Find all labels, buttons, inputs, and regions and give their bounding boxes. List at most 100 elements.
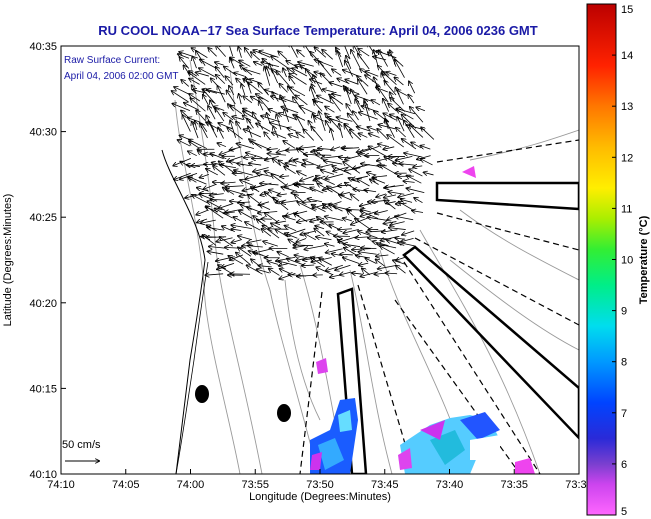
current-vector — [268, 154, 287, 156]
current-vector — [355, 95, 372, 102]
current-vector — [296, 95, 308, 106]
current-vector — [268, 149, 278, 150]
colorbar — [586, 3, 617, 516]
current-vector — [319, 112, 326, 132]
current-vector — [317, 184, 333, 193]
current-vector — [251, 187, 260, 193]
current-vector — [345, 80, 359, 85]
current-vector — [208, 121, 218, 138]
current-vector — [317, 163, 334, 168]
current-vector — [225, 76, 234, 86]
current-vector — [196, 209, 209, 215]
current-vector — [289, 46, 298, 58]
current-vector — [365, 190, 377, 192]
current-vector — [325, 217, 343, 221]
current-vector — [261, 116, 280, 123]
colorbar-tick-label: 13 — [621, 101, 633, 113]
current-vector — [384, 195, 397, 198]
scale-label: 50 cm/s — [62, 439, 101, 451]
current-vector — [279, 113, 298, 121]
current-vector — [365, 75, 380, 87]
current-vector — [367, 127, 377, 131]
current-vector — [172, 104, 191, 112]
current-vector — [296, 238, 307, 243]
current-vector — [200, 174, 210, 177]
current-vector — [323, 89, 334, 92]
current-vector — [208, 48, 217, 57]
current-vector — [241, 84, 246, 96]
current-vector — [376, 255, 389, 256]
x-tick-label: 73:40 — [436, 479, 464, 491]
current-vector — [414, 198, 423, 204]
current-vector — [321, 170, 335, 175]
current-vector — [228, 256, 244, 265]
current-vector — [218, 128, 224, 139]
current-vector — [379, 125, 396, 130]
current-vector — [201, 219, 216, 223]
current-vector — [339, 124, 343, 138]
current-vector — [346, 209, 360, 210]
current-vector — [325, 244, 335, 246]
current-vector — [383, 99, 390, 112]
current-vector — [340, 254, 353, 255]
current-vector — [359, 112, 378, 120]
current-vector — [234, 170, 253, 176]
current-vector — [385, 120, 395, 138]
x-tick-label: 74:00 — [177, 479, 205, 491]
current-vector — [256, 123, 271, 132]
current-vector — [282, 201, 299, 203]
current-vector — [322, 50, 334, 60]
current-vector — [264, 132, 271, 141]
current-vector — [376, 259, 386, 267]
colorbar-tick-label: 15 — [621, 4, 633, 16]
current-vector — [271, 223, 282, 230]
current-vector — [408, 95, 415, 104]
current-vector — [372, 178, 386, 184]
current-vector — [318, 61, 332, 78]
current-vector — [237, 144, 255, 149]
current-vector — [361, 248, 377, 249]
current-vectors — [172, 46, 435, 279]
current-vector — [382, 72, 397, 86]
current-vector — [297, 171, 307, 177]
current-vector — [339, 195, 352, 201]
current-vector — [248, 82, 263, 94]
current-vector — [377, 244, 397, 249]
current-vector — [318, 148, 332, 149]
y-tick-label: 40:10 — [29, 469, 57, 481]
current-vector — [343, 162, 361, 174]
current-vector — [330, 82, 343, 88]
current-vector — [326, 248, 343, 253]
current-vector — [407, 176, 422, 184]
current-vector — [344, 244, 361, 247]
x-tick-label: 73:45 — [371, 479, 399, 491]
current-vector — [314, 101, 323, 112]
current-vector — [203, 183, 217, 189]
current-vector — [238, 202, 251, 203]
current-vector — [369, 134, 380, 138]
current-vector — [331, 147, 341, 150]
colorbar-label: Temperature (°C) — [638, 215, 650, 304]
current-vector — [225, 208, 244, 213]
current-vector — [351, 194, 360, 202]
current-vector — [335, 264, 351, 270]
current-vector — [189, 140, 208, 149]
current-vector — [342, 148, 360, 149]
current-vector — [421, 146, 431, 150]
marker-north — [195, 385, 209, 403]
current-vector — [337, 51, 344, 68]
current-vector — [321, 156, 342, 158]
current-vector — [188, 177, 207, 185]
current-vector — [276, 114, 282, 130]
current-vector — [409, 81, 416, 94]
current-vector — [283, 141, 296, 149]
current-vector — [387, 135, 405, 148]
current-vector — [315, 47, 327, 58]
current-vector — [285, 233, 298, 239]
figure-title: RU COOL NOAA−17 Sea Surface Temperature:… — [98, 23, 537, 38]
current-vector — [280, 176, 290, 177]
current-vector — [236, 122, 242, 130]
current-vector — [378, 264, 398, 269]
transect-dashes — [299, 139, 579, 474]
current-vector — [398, 242, 415, 247]
